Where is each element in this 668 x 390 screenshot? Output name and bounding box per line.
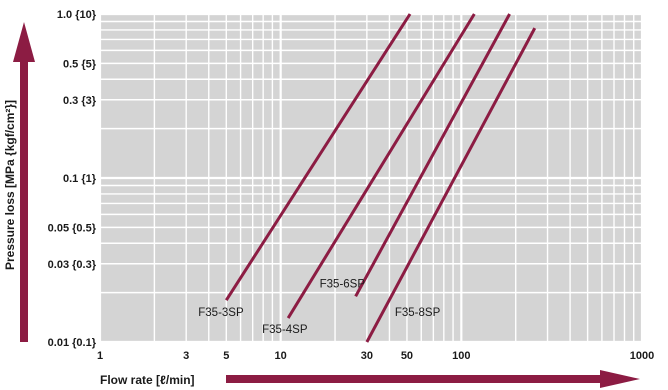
series-line-f35-6sp	[354, 13, 511, 298]
series-line-f35-3sp	[225, 13, 412, 301]
x-tick-label: 3	[183, 350, 189, 362]
y-tick-label: 0.1 {1}	[63, 173, 97, 185]
grid-lines	[98, 12, 644, 344]
x-tick-label: 30	[361, 350, 373, 362]
x-tick-label: 5	[223, 350, 229, 362]
y-tick-label: 0.01 {0.1}	[48, 337, 97, 349]
y-tick-label: 0.03 {0.3}	[48, 259, 97, 271]
series-labels: F35-3SP F35-4SP F35-6SP F35-8SP	[198, 278, 440, 336]
series-label-f35-4sp: F35-4SP	[262, 324, 308, 336]
y-tick-label: 0.5 {5}	[63, 58, 97, 70]
y-tick-label: 1.0 {10}	[57, 9, 97, 21]
series-label-f35-3sp: F35-3SP	[198, 307, 244, 319]
series-lines	[225, 13, 537, 343]
x-axis-label: Flow rate [ℓ/min]	[100, 373, 195, 387]
x-tick-label: 100	[452, 350, 470, 362]
tick-labels: 1 3 5 10 30 50 100 1000 0.01 {0.1} 0.03 {0.3} 0.05…	[48, 9, 655, 362]
series-line-f35-8sp	[365, 27, 537, 343]
y-axis-arrow	[13, 22, 35, 342]
y-tick-label: 0.3 {3}	[63, 95, 97, 107]
series-label-f35-6sp: F35-6SP	[320, 278, 366, 290]
series-label-f35-8sp: F35-8SP	[395, 307, 441, 319]
x-tick-label: 1000	[630, 350, 654, 362]
x-tick-label: 10	[275, 350, 287, 362]
x-tick-label: 50	[401, 350, 413, 362]
y-axis-label: Pressure loss [MPa {kgf/cm²}]	[3, 100, 17, 270]
y-tick-label: 0.05 {0.5}	[48, 222, 97, 234]
x-axis-arrow	[226, 370, 640, 388]
x-tick-label: 1	[97, 350, 103, 362]
series-line-f35-4sp	[286, 13, 476, 319]
